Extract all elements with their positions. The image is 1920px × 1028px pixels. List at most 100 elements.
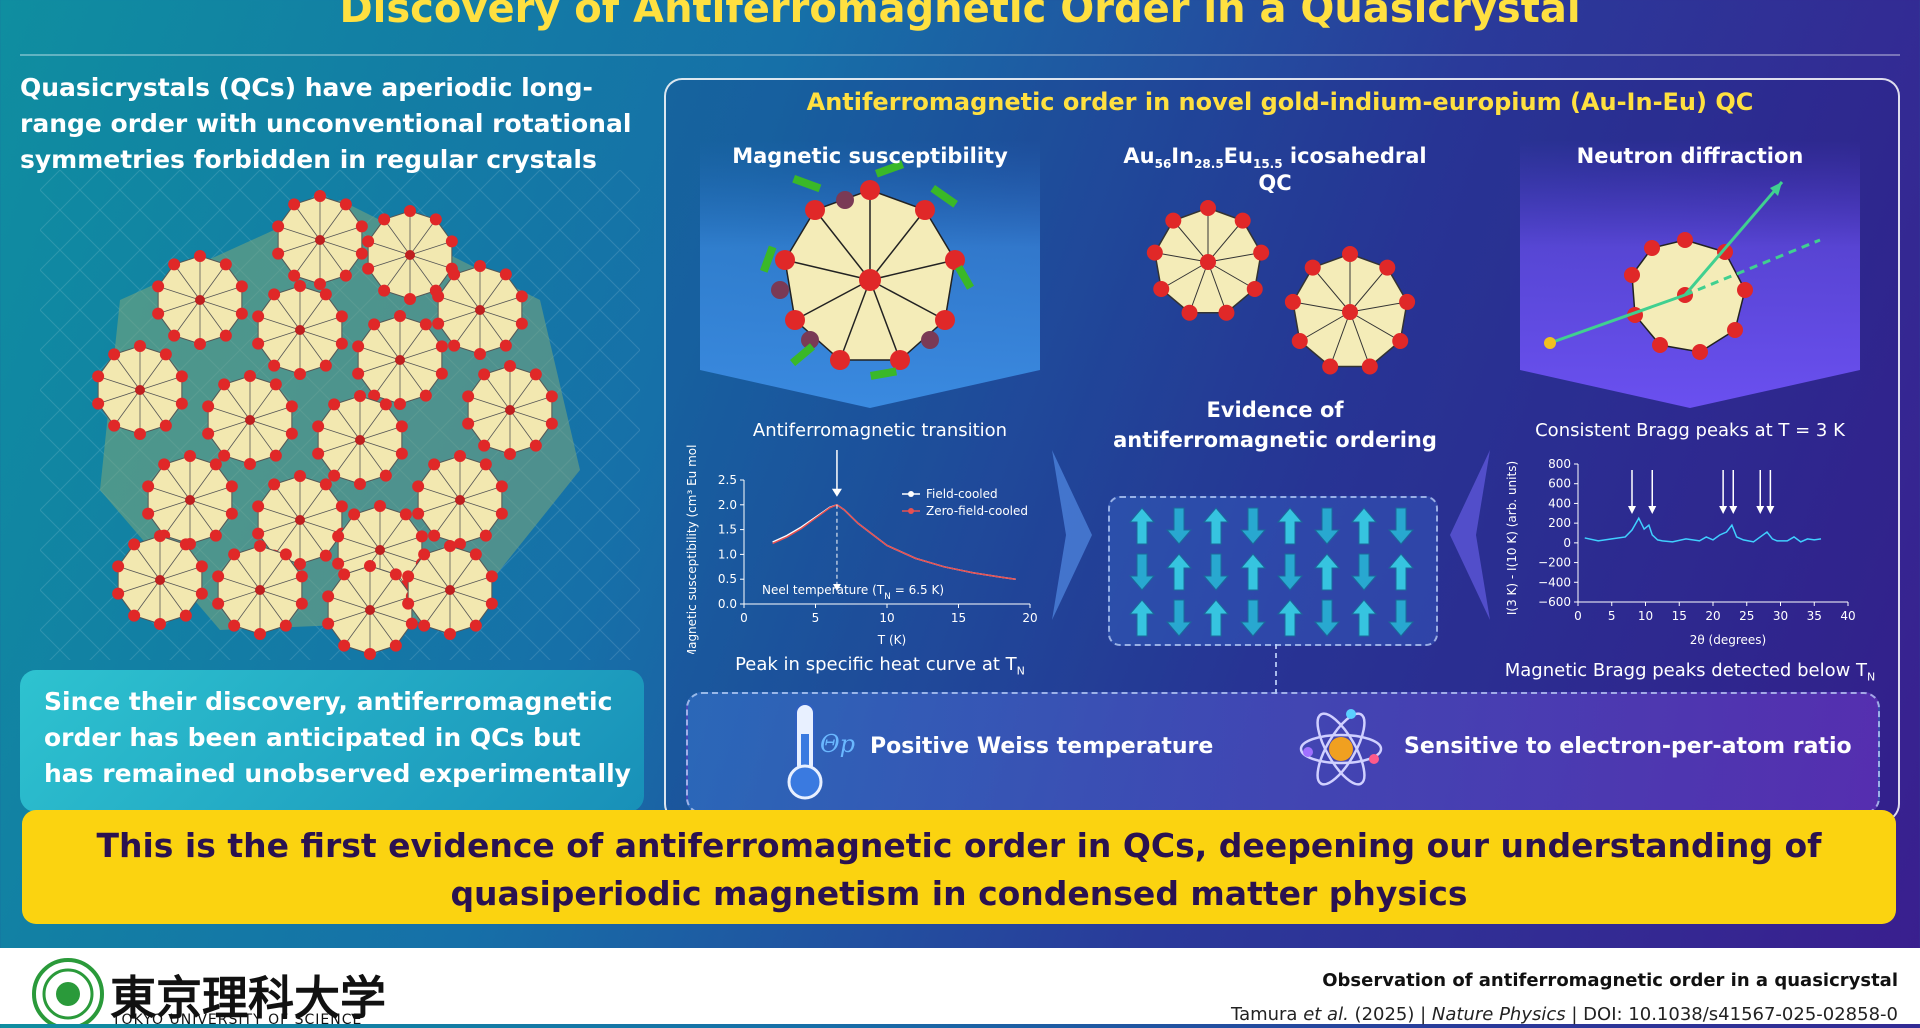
ico-bond [1207,252,1262,263]
qc-atom [368,389,381,402]
qc-bond [139,389,182,404]
qc-atom [462,417,475,430]
qc-bond [113,389,141,426]
qc-atom [499,268,512,281]
qc-bond [479,309,522,324]
qc-bond [383,219,411,256]
ico-bond [1189,261,1209,313]
chart1-xtick-label: 0 [740,611,748,625]
qc-bond [418,486,461,501]
university-seal [32,958,104,1024]
ico-atom [1399,293,1416,310]
qc-atom [362,262,375,275]
qc-bond [113,354,141,391]
qc-atom [328,398,341,411]
chart2-ytick-label: 400 [1548,496,1571,510]
qc-atom [328,469,341,482]
qc-bond [223,384,251,421]
qc-bond [133,579,161,616]
qc-atom [128,538,141,551]
qc-bond [359,439,402,454]
evidence-heading: Evidence of antiferromagnetic ordering [1113,398,1437,452]
qc-atom [394,398,406,410]
intro-text: Quasicrystals (QCs) have aperiodic long-… [20,73,632,174]
qc-atom [504,360,516,372]
qc-atom [364,648,376,660]
qc-atom [352,340,365,353]
qc-atom [415,530,428,543]
qc-bond [409,254,437,291]
qc-atom [428,458,441,471]
qc-atom [322,617,335,630]
qc-bond [259,554,287,591]
spin-up-arrow-icon [1128,599,1156,637]
qc-bond [369,574,397,611]
qc-atom [154,530,166,542]
qc-atom [295,597,308,610]
spin-arrows [1128,507,1415,637]
qc-atom [495,507,508,520]
evidence-box [1108,496,1438,646]
chart1-xlabel: T (K) [877,633,906,647]
connector-line [1275,644,1277,694]
ico-atom [1165,212,1182,229]
qc-atom [445,585,455,595]
ico-atom [1322,358,1339,375]
qc-bond [118,579,161,594]
university-name-en: TOKYO UNIVERSITY OF SCIENCE [112,1012,363,1028]
chart2-xtick-label: 35 [1807,609,1822,623]
spin-down-arrow-icon [1128,553,1156,591]
spin-up-arrow-icon [1165,553,1193,591]
qc-atom [469,619,482,632]
susceptibility-shield [700,140,1040,408]
reference-title: Observation of antiferromagnetic order i… [1322,970,1898,991]
ico-atom [1342,246,1358,262]
qc-atom [154,618,166,630]
qc-atom [218,449,231,462]
qc-bond [293,239,321,276]
qc-atom [352,367,365,380]
spin-up-arrow-icon [1202,507,1230,545]
qc-bond [399,359,427,396]
since-box [20,670,644,812]
qc-bond [368,254,411,269]
bragg-peak-arrowhead [1756,506,1765,514]
chart2-xtick-label: 25 [1739,609,1754,623]
qc-bond [509,396,552,411]
qc-bond [139,354,167,391]
chart1-ytick-label: 1.5 [718,523,737,537]
qc-atom [348,508,361,521]
spin-up-arrow-icon [1276,507,1304,545]
ico-bond [1349,267,1388,313]
qc-bond [479,296,522,311]
ico-atom [1284,293,1301,310]
qc-atom [179,609,192,622]
qc-atom [474,348,486,360]
qc-atom [168,329,181,342]
qc-atom [402,597,415,610]
qc-atom [194,250,206,262]
chart1-xtick-label: 15 [951,611,966,625]
qc-atom [454,538,466,550]
qc-atom [152,280,165,293]
weiss-text: Positive Weiss temperature [870,734,1214,759]
qc-bond [409,241,452,256]
theta-symbol: Θp [820,730,856,758]
qc-atom [485,597,498,610]
qc-atom [432,317,445,330]
qc-bond [273,519,301,556]
qc-atom [319,359,332,372]
qc-atom [404,293,416,305]
qc-atom [112,587,125,600]
chart2-xtick-label: 10 [1638,609,1653,623]
qc-bond [318,426,361,441]
chart1-xtick-label: 20 [1022,611,1037,625]
qc-atom [355,247,368,260]
spin-down-arrow-icon [1350,553,1378,591]
ico-bond [1349,301,1408,313]
qc-atom [268,478,281,491]
qc-atom [92,370,105,383]
qc-bond [258,329,301,344]
ico-atom [1246,281,1263,297]
qc-atom [478,439,491,452]
